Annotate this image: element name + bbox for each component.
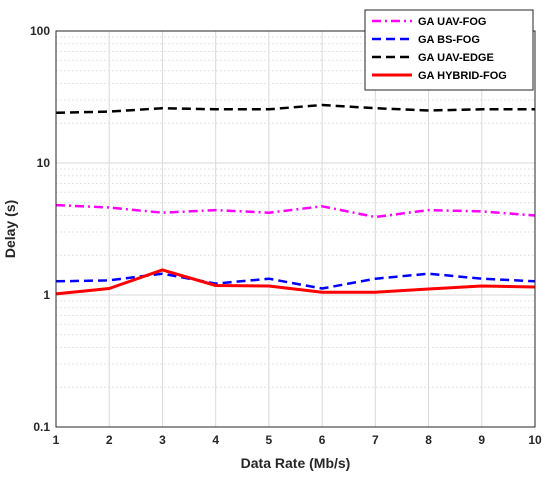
x-tick-label: 1 (53, 433, 60, 447)
series-layer (55, 103, 536, 296)
legend-box (364, 9, 534, 91)
x-tick-label: 2 (106, 433, 113, 447)
y-tick-label: 0.1 (33, 420, 50, 434)
legend-label-ga-bs-fog: GA BS-FOG (418, 34, 480, 46)
x-tick-label: 7 (372, 433, 379, 447)
y-tick-label: 100 (30, 24, 50, 38)
series-line-ga-hybrid-fog (55, 268, 536, 296)
x-axis-label: Data Rate (Mb/s) (241, 455, 351, 471)
legend: GA UAV-FOG GA BS-FOG GA UAV-EDGE GA HYBRID-… (364, 9, 534, 91)
x-tick-label: 5 (266, 433, 273, 447)
legend-label-ga-hybrid-fog: GA HYBRID-FOG (418, 70, 507, 82)
plot-frame (55, 30, 536, 428)
y-axis-label: Delay (s) (2, 200, 18, 258)
y-tick-label: 1 (43, 288, 50, 302)
x-tick-label: 10 (528, 433, 542, 447)
legend-label-ga-uav-fog: GA UAV-FOG (418, 16, 486, 28)
series-line-ga-uav-edge (55, 103, 535, 115)
series-line-ga-uav-fog (55, 203, 536, 219)
y-tick-label: 10 (37, 156, 51, 170)
x-tick-label: 9 (478, 433, 485, 447)
series-line-ga-bs-fog (55, 272, 536, 290)
legend-label-ga-uav-edge: GA UAV-EDGE (418, 52, 494, 64)
x-tick-label: 8 (425, 433, 432, 447)
x-tick-label: 6 (319, 433, 326, 447)
x-tick-label: 3 (159, 433, 166, 447)
grid (56, 31, 535, 427)
x-tick-label: 4 (212, 433, 219, 447)
